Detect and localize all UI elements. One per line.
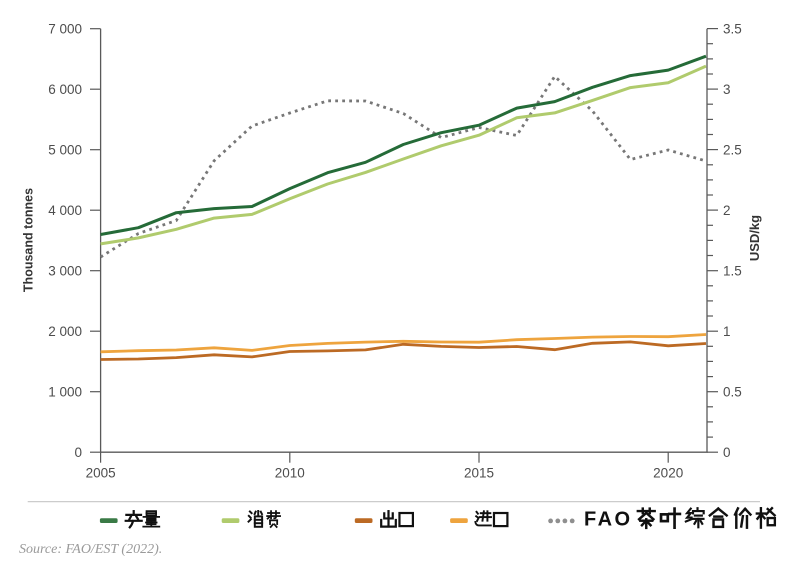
svg-text:USD/kg: USD/kg xyxy=(747,215,762,261)
svg-text:4 000: 4 000 xyxy=(48,203,82,218)
svg-text:1 000: 1 000 xyxy=(48,384,82,399)
svg-text:2: 2 xyxy=(723,203,731,218)
svg-text:FAO: FAO xyxy=(584,509,633,531)
svg-text:2 000: 2 000 xyxy=(48,324,82,339)
svg-text:0: 0 xyxy=(74,445,82,460)
svg-text:1.5: 1.5 xyxy=(723,263,742,278)
svg-text:Source: FAO/EST (2022).: Source: FAO/EST (2022). xyxy=(19,542,162,557)
svg-text:6 000: 6 000 xyxy=(48,82,82,97)
svg-text:2010: 2010 xyxy=(275,465,305,480)
svg-text:2015: 2015 xyxy=(464,465,494,480)
svg-text:2.5: 2.5 xyxy=(723,142,742,157)
svg-text:3: 3 xyxy=(723,82,731,97)
svg-text:3 000: 3 000 xyxy=(48,263,82,278)
svg-text:2020: 2020 xyxy=(653,465,683,480)
svg-text:3.5: 3.5 xyxy=(723,21,742,36)
svg-text:7 000: 7 000 xyxy=(48,21,82,36)
svg-text:1: 1 xyxy=(723,324,731,339)
svg-text:5 000: 5 000 xyxy=(48,142,82,157)
svg-text:Thousand tonnes: Thousand tonnes xyxy=(22,188,36,292)
svg-text:2005: 2005 xyxy=(86,465,116,480)
svg-text:0.5: 0.5 xyxy=(723,384,742,399)
svg-text:0: 0 xyxy=(723,445,731,460)
